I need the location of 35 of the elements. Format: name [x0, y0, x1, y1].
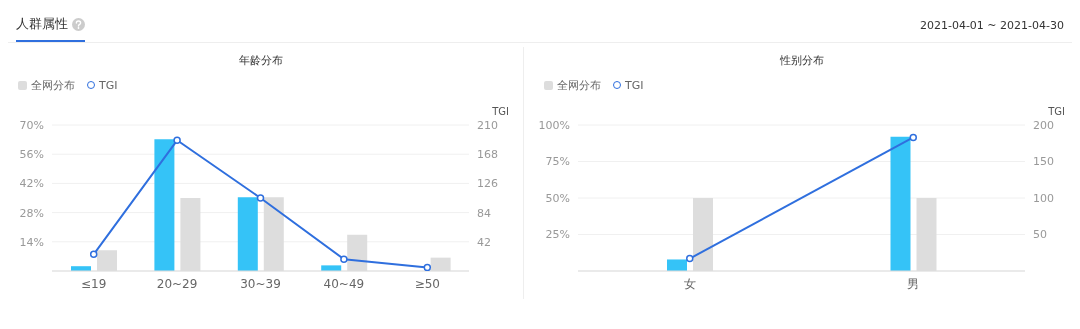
- y-tick-label: 14%: [19, 235, 44, 249]
- legend-label: TGI: [98, 78, 118, 92]
- legend-label: 全网分布: [30, 77, 75, 93]
- legend-label: 全网分布: [556, 77, 601, 93]
- x-tick-label: ≤19: [81, 276, 107, 291]
- y2-axis-title: TGI: [492, 106, 509, 117]
- text: 人群属性: [16, 15, 68, 33]
- y2-tick-label: 42: [477, 235, 491, 249]
- y-tick-label: 100%: [538, 118, 570, 132]
- y-tick-label: 56%: [19, 148, 44, 162]
- y-tick-label: 70%: [19, 118, 44, 132]
- y2-tick-label: 50: [1033, 228, 1047, 242]
- y2-tick-label: 200: [1033, 118, 1054, 132]
- y2-tick-label: 150: [1033, 155, 1054, 169]
- chart-title: 年龄分布: [237, 53, 284, 69]
- x-tick-label: ≥50: [414, 276, 440, 291]
- y2-tick-label: 84: [477, 206, 491, 220]
- chart-title: 性别分布: [778, 53, 825, 69]
- y2-tick-label: 210: [477, 118, 498, 132]
- y-tick-label: 50%: [545, 191, 570, 205]
- text: 2021-04-01 ~ 2021-04-30: [919, 18, 1064, 32]
- y-tick-label: 75%: [545, 155, 570, 169]
- x-tick-label: 男: [907, 276, 920, 291]
- y-tick-label: 28%: [19, 206, 44, 220]
- y-tick-label: 25%: [545, 228, 570, 242]
- x-tick-label: 20~29: [156, 276, 198, 291]
- y-tick-label: 42%: [19, 177, 44, 191]
- y2-axis-title: TGI: [1048, 106, 1065, 117]
- y2-tick-label: 126: [477, 177, 498, 191]
- legend-label: TGI: [624, 78, 644, 92]
- x-tick-label: 30~39: [240, 276, 281, 291]
- y2-tick-label: 168: [477, 148, 498, 162]
- x-tick-label: 40~49: [323, 276, 365, 291]
- y2-tick-label: 100: [1033, 191, 1054, 205]
- x-tick-label: 女: [683, 276, 696, 291]
